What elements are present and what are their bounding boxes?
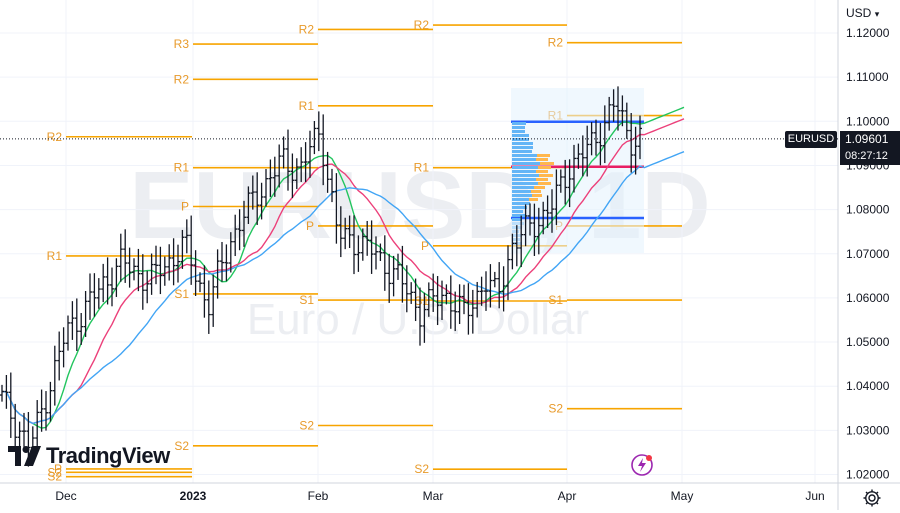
volume-profile-bar bbox=[512, 142, 533, 145]
volume-profile-bar bbox=[512, 202, 530, 205]
last-price-tag: 1.09601 08:27:12 bbox=[840, 131, 900, 165]
pivot-label: R2 bbox=[548, 36, 564, 50]
time-axis-label: Dec bbox=[55, 489, 76, 503]
currency-label: USD bbox=[846, 6, 872, 20]
watermark-description: Euro / U.S. Dollar bbox=[247, 295, 589, 344]
volume-profile-bar bbox=[512, 170, 536, 173]
volume-profile-bar bbox=[532, 194, 542, 197]
volume-profile-bar bbox=[512, 130, 525, 133]
lightning-icon[interactable] bbox=[630, 453, 654, 477]
pivot-label: R2 bbox=[414, 18, 430, 32]
volume-profile-bar bbox=[512, 186, 534, 189]
currency-selector[interactable]: USD ▾ bbox=[846, 6, 879, 20]
pivot-label: P bbox=[421, 239, 429, 253]
volume-profile-bar bbox=[512, 146, 533, 149]
volume-profile-bar bbox=[512, 182, 538, 185]
pivot-label: S1 bbox=[548, 293, 563, 307]
volume-profile-bar bbox=[512, 122, 526, 125]
pivot-label: P bbox=[54, 462, 62, 476]
pivot-label: S1 bbox=[414, 294, 429, 308]
pivot-label: S1 bbox=[299, 293, 314, 307]
volume-profile-bar bbox=[512, 198, 529, 201]
volume-profile-bar bbox=[536, 170, 548, 173]
volume-profile-bar bbox=[512, 238, 520, 241]
time-axis-label: 2023 bbox=[180, 489, 207, 503]
volume-profile-bar bbox=[512, 174, 539, 177]
pivot-label: R1 bbox=[174, 161, 190, 175]
price-axis-label: 1.07000 bbox=[846, 247, 890, 261]
time-axis-label: May bbox=[671, 489, 694, 503]
time-axis-label: Mar bbox=[423, 489, 444, 503]
pivot-label: S2 bbox=[548, 402, 563, 416]
price-axis-label: 1.08000 bbox=[846, 203, 890, 217]
price-axis-label: 1.02000 bbox=[846, 468, 890, 482]
price-axis-label: 1.04000 bbox=[846, 379, 890, 393]
time-axis-label: Feb bbox=[308, 489, 329, 503]
volume-profile-bar bbox=[512, 138, 529, 141]
price-tag-symbol: EURUSD bbox=[787, 133, 835, 145]
volume-profile-bar bbox=[512, 166, 538, 169]
pivot-label: R2 bbox=[174, 72, 190, 86]
volume-profile-bar bbox=[512, 218, 522, 221]
last-price-value: 1.09601 bbox=[845, 132, 889, 146]
price-axis-label: 1.06000 bbox=[846, 291, 890, 305]
bar-countdown: 08:27:12 bbox=[845, 150, 888, 162]
pivot-label: S2 bbox=[47, 465, 62, 479]
moving-average-line bbox=[1, 151, 685, 425]
volume-profile-bar bbox=[539, 174, 553, 177]
pivot-label: P bbox=[181, 200, 189, 214]
pivot-label: R2 bbox=[47, 130, 63, 144]
volume-profile-bar bbox=[512, 206, 527, 209]
moving-average-line bbox=[1, 118, 685, 425]
volume-profile-bar bbox=[536, 178, 548, 181]
time-axis-label: Apr bbox=[558, 489, 577, 503]
pivot-label: S1 bbox=[174, 287, 189, 301]
time-axis-label: Jun bbox=[805, 489, 824, 503]
pivot-label: R3 bbox=[174, 37, 190, 51]
price-axis-label: 1.11000 bbox=[846, 70, 889, 84]
volume-profile-bar bbox=[512, 178, 536, 181]
volume-profile-bar bbox=[540, 162, 554, 165]
tradingview-logo[interactable]: TradingView bbox=[8, 443, 170, 469]
pivot-label: R1 bbox=[299, 99, 315, 113]
pivot-label: S2 bbox=[174, 439, 189, 453]
brand-name: TradingView bbox=[46, 443, 170, 468]
volume-profile-bar bbox=[512, 214, 525, 217]
gear-icon[interactable] bbox=[862, 488, 882, 508]
volume-profile-bar bbox=[512, 194, 532, 197]
volume-profile-bar bbox=[512, 154, 537, 157]
pivot-label: S2 bbox=[47, 470, 62, 484]
price-axis-label: 1.12000 bbox=[846, 26, 890, 40]
volume-profile-bar bbox=[512, 150, 532, 153]
price-axis-label: 1.05000 bbox=[846, 335, 890, 349]
volume-profile-bar bbox=[512, 162, 540, 165]
price-axis-label: 1.03000 bbox=[846, 423, 890, 437]
symbol-price-tag: EURUSD bbox=[785, 131, 837, 148]
volume-profile-bar bbox=[512, 210, 523, 213]
volume-profile-bar bbox=[538, 166, 551, 169]
pivot-label: S2 bbox=[414, 462, 429, 476]
volume-profile-bar bbox=[512, 190, 531, 193]
volume-profile-bar bbox=[537, 154, 550, 157]
pivot-label: R1 bbox=[414, 161, 430, 175]
pivot-label: P bbox=[306, 219, 314, 233]
pivot-label: S2 bbox=[299, 418, 314, 432]
pivot-label: R1 bbox=[47, 249, 63, 263]
price-axis-label: 1.10000 bbox=[846, 114, 890, 128]
volume-profile-bar bbox=[512, 230, 519, 233]
volume-profile-bar bbox=[536, 158, 548, 161]
volume-profile-bar bbox=[534, 186, 545, 189]
volume-profile-bar bbox=[538, 182, 551, 185]
pivot-label: R2 bbox=[299, 22, 315, 36]
tradingview-logo-icon bbox=[8, 446, 41, 466]
volume-profile-bar bbox=[529, 198, 538, 201]
chevron-down-icon: ▾ bbox=[874, 9, 880, 19]
volume-profile-bar bbox=[512, 134, 529, 137]
volume-profile-bar bbox=[512, 158, 536, 161]
volume-profile-bar bbox=[512, 126, 525, 129]
volume-profile-bar bbox=[531, 190, 541, 193]
volume-profile-bar bbox=[512, 222, 524, 225]
